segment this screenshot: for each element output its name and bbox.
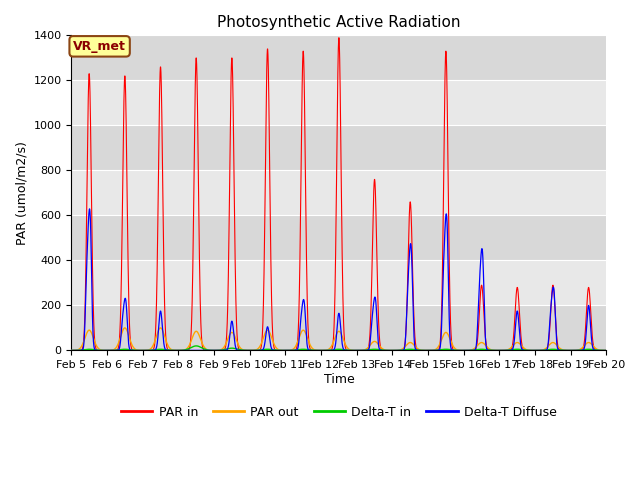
PAR out: [602, 348, 610, 353]
Delta-T Diffuse: [429, 348, 437, 353]
Delta-T Diffuse: [459, 348, 467, 353]
Bar: [72, 216, 606, 260]
PAR in: [335, 35, 342, 41]
PAR out: [388, 348, 396, 353]
PAR out: [68, 348, 76, 353]
PAR in: [68, 348, 76, 353]
PAR out: [459, 348, 467, 353]
Delta-T in: [602, 348, 610, 353]
Line: PAR out: PAR out: [72, 328, 606, 350]
Y-axis label: PAR (umol/m2/s): PAR (umol/m2/s): [15, 141, 28, 245]
PAR out: [319, 348, 326, 353]
Delta-T Diffuse: [602, 348, 610, 353]
Bar: [72, 170, 606, 216]
Bar: [72, 125, 606, 170]
Bar: [72, 305, 606, 350]
Delta-T Diffuse: [164, 348, 172, 353]
Delta-T in: [602, 348, 609, 353]
PAR in: [489, 348, 497, 353]
PAR out: [429, 348, 437, 353]
Text: VR_met: VR_met: [73, 40, 126, 53]
Title: Photosynthetic Active Radiation: Photosynthetic Active Radiation: [217, 15, 461, 30]
Delta-T Diffuse: [490, 348, 497, 353]
X-axis label: Time: Time: [323, 373, 355, 386]
Line: PAR in: PAR in: [72, 38, 606, 350]
Delta-T Diffuse: [319, 348, 327, 353]
PAR in: [602, 348, 610, 353]
Delta-T in: [429, 348, 437, 353]
Bar: [72, 36, 606, 80]
PAR in: [602, 348, 610, 353]
PAR out: [121, 325, 129, 331]
Delta-T in: [489, 348, 497, 353]
Delta-T in: [68, 348, 76, 353]
Delta-T Diffuse: [86, 206, 93, 212]
Bar: [72, 260, 606, 305]
Line: Delta-T Diffuse: Delta-T Diffuse: [72, 209, 606, 350]
PAR in: [459, 348, 467, 353]
PAR out: [602, 348, 610, 353]
Delta-T in: [459, 348, 467, 353]
PAR in: [429, 348, 437, 353]
Delta-T in: [164, 347, 172, 353]
Legend: PAR in, PAR out, Delta-T in, Delta-T Diffuse: PAR in, PAR out, Delta-T in, Delta-T Dif…: [116, 401, 562, 424]
PAR in: [164, 346, 172, 352]
Delta-T Diffuse: [175, 348, 182, 353]
PAR out: [164, 342, 172, 348]
Delta-T in: [319, 348, 326, 353]
Delta-T in: [192, 343, 200, 349]
Bar: [72, 80, 606, 125]
Delta-T Diffuse: [602, 348, 610, 353]
Line: Delta-T in: Delta-T in: [72, 346, 606, 350]
PAR out: [490, 348, 497, 353]
Delta-T Diffuse: [68, 348, 76, 353]
PAR in: [319, 348, 326, 353]
PAR in: [495, 348, 503, 353]
